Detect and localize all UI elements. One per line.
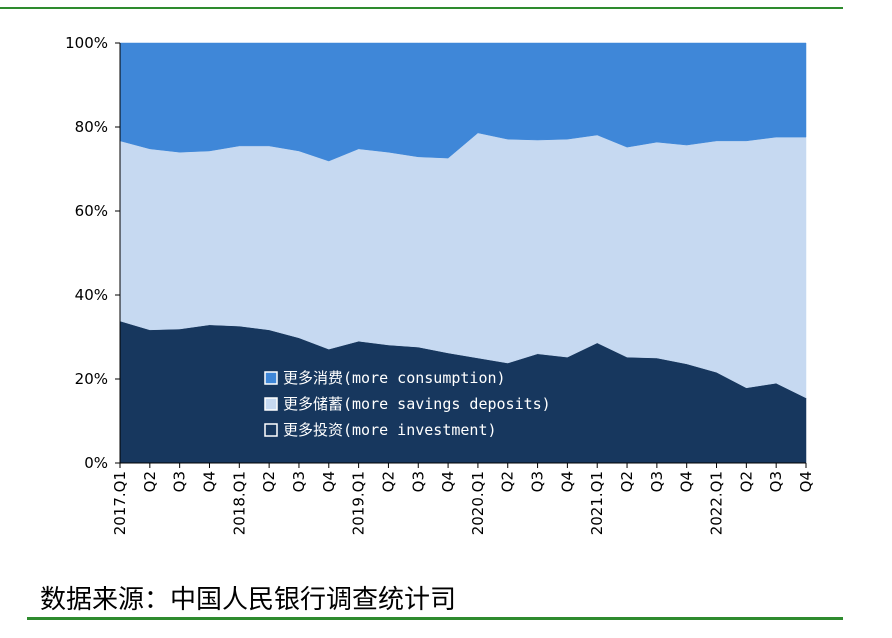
y-tick-label: 60% (75, 202, 108, 220)
area (119, 42, 807, 162)
x-tick-label: Q3 (648, 471, 666, 492)
y-tick-label: 20% (75, 370, 108, 388)
legend: 更多消费(more consumption) 更多储蓄(more savings … (264, 369, 551, 439)
x-tick-label: 2019.Q1 (350, 471, 368, 535)
x-tick-label: 2017.Q1 (111, 471, 129, 535)
x-tick-label: Q4 (797, 471, 815, 492)
x-tick-label: Q3 (767, 471, 785, 492)
x-tick-label: Q4 (200, 471, 218, 492)
bottom-rule (27, 617, 843, 620)
x-tick-label: Q3 (290, 471, 308, 492)
x-tick-label: Q2 (499, 471, 517, 492)
legend-swatch (264, 397, 278, 411)
x-tick-label: Q4 (678, 471, 696, 492)
x-tick-label: 2020.Q1 (469, 471, 487, 535)
legend-label: 更多消费(more consumption) (283, 369, 506, 387)
legend-label: 更多储蓄(more savings deposits) (283, 395, 551, 413)
x-tick-label: Q2 (260, 471, 278, 492)
x-tick-label: Q4 (320, 471, 338, 492)
x-tick-label: Q4 (439, 471, 457, 492)
x-tick-label: Q4 (558, 471, 576, 492)
x-tick-label: Q2 (141, 471, 159, 492)
legend-swatch (264, 423, 278, 437)
x-tick-label: 2018.Q1 (230, 471, 248, 535)
y-tick-label: 0% (84, 454, 108, 472)
top-rule (0, 7, 843, 9)
source-note: 数据来源：中国人民银行调查统计司 (40, 585, 456, 615)
x-tick-label: Q2 (379, 471, 397, 492)
x-tick-label: Q2 (737, 471, 755, 492)
y-tick-label: 80% (75, 118, 108, 136)
x-tick-label: Q3 (409, 471, 427, 492)
x-tick-label: 2021.Q1 (588, 471, 606, 535)
legend-label: 更多投资(more investment) (283, 421, 497, 439)
x-tick-label: 2022.Q1 (708, 471, 726, 535)
x-tick-label: Q3 (529, 471, 547, 492)
y-tick-label: 40% (75, 286, 108, 304)
x-tick-label: Q2 (618, 471, 636, 492)
y-tick-label: 100% (65, 34, 108, 52)
legend-swatch (264, 371, 278, 385)
x-tick-label: Q3 (171, 471, 189, 492)
